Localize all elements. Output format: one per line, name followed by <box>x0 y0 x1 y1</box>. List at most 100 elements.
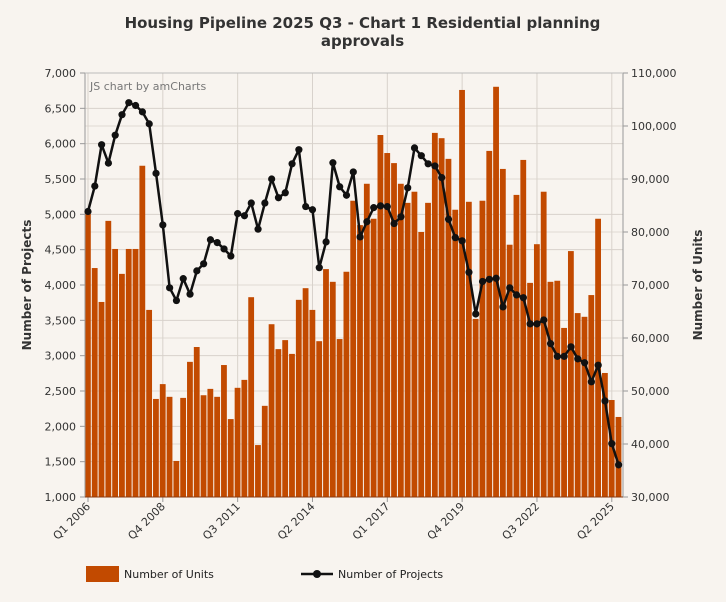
bar-units <box>608 400 615 497</box>
point-projects <box>254 225 262 233</box>
point-projects <box>179 275 187 283</box>
point-projects <box>458 237 466 245</box>
point-projects <box>349 168 357 176</box>
legend-swatch-units <box>86 566 119 582</box>
bar-units <box>132 248 139 497</box>
bar-units <box>302 288 309 497</box>
point-projects <box>614 461 623 469</box>
y-tick-label-right: 110,000 <box>631 67 677 80</box>
point-projects <box>274 194 283 202</box>
point-projects <box>580 359 589 367</box>
bar-units <box>255 445 261 497</box>
point-projects <box>84 207 92 216</box>
point-projects <box>404 184 412 192</box>
bar-units <box>125 248 132 497</box>
bar-units <box>309 309 316 497</box>
y-tick-label-left: 6,500 <box>45 102 77 115</box>
point-projects <box>166 284 174 292</box>
point-projects <box>431 162 439 170</box>
x-tick-label: Q2 2014 <box>275 500 318 543</box>
bar-units <box>452 209 459 498</box>
point-projects <box>308 206 317 214</box>
bar-units <box>343 271 350 497</box>
point-projects <box>390 219 398 228</box>
y-tick-label-left: 3,500 <box>45 314 77 327</box>
legend-item-projects[interactable]: Number of Projects <box>300 566 443 582</box>
bar-units <box>329 281 336 497</box>
point-projects <box>234 210 242 218</box>
y-tick-label-left: 5,500 <box>45 173 77 186</box>
point-projects <box>295 146 303 154</box>
bar-units <box>275 349 282 497</box>
bar-units <box>187 361 193 497</box>
y-tick-label-left: 1,500 <box>45 456 77 469</box>
y-tick-label-left: 4,000 <box>45 279 77 292</box>
bar-units <box>112 248 119 497</box>
y-tick-label-left: 5,000 <box>45 208 77 221</box>
point-projects <box>213 239 221 247</box>
y-tick-label-right: 50,000 <box>631 385 670 398</box>
bar-units <box>533 244 540 497</box>
bar-units <box>540 191 547 497</box>
point-projects <box>268 175 276 183</box>
point-projects <box>370 204 378 212</box>
bar-units <box>465 201 472 498</box>
point-projects <box>329 159 337 167</box>
x-tick-label: Q3 2011 <box>200 500 243 543</box>
point-projects <box>451 234 459 242</box>
bar-units <box>105 220 112 497</box>
point-projects <box>492 274 500 282</box>
point-projects <box>574 355 582 363</box>
point-projects <box>526 320 534 328</box>
bar-units <box>363 183 370 497</box>
legend-label-projects: Number of Projects <box>338 567 444 581</box>
y-tick-label-left: 3,000 <box>45 350 77 363</box>
point-projects <box>281 189 289 197</box>
y-tick-label-left: 6,000 <box>45 138 77 151</box>
point-projects <box>465 268 473 276</box>
point-projects <box>152 169 160 177</box>
bar-units <box>180 397 187 497</box>
y-axis-label-right: Number of Units <box>691 230 705 341</box>
point-projects <box>172 296 181 305</box>
bar-units <box>493 86 499 497</box>
point-projects <box>118 111 126 119</box>
point-projects <box>424 160 432 168</box>
bar-units <box>85 213 91 498</box>
bar-units <box>615 416 622 497</box>
bar-units <box>567 251 574 497</box>
x-tick-label: Q4 2008 <box>125 500 168 543</box>
point-projects <box>356 233 364 241</box>
bar-units <box>336 339 343 497</box>
point-projects <box>125 99 133 107</box>
bar-units <box>227 419 234 497</box>
point-projects <box>512 291 521 299</box>
bar-units <box>357 225 363 498</box>
y-axis-label-left: Number of Projects <box>20 220 34 351</box>
bar-units <box>459 89 465 498</box>
bar-units <box>268 324 275 497</box>
bar-units <box>282 340 289 497</box>
x-tick-label: Q2 2025 <box>574 500 617 543</box>
x-tick-label: Q4 2019 <box>425 500 468 543</box>
legend-item-units[interactable]: Number of Units <box>86 566 214 582</box>
point-projects <box>363 218 371 226</box>
bar-units <box>316 341 323 497</box>
point-projects <box>159 221 167 229</box>
y-tick-label-right: 60,000 <box>631 332 670 345</box>
bar-units <box>506 244 513 497</box>
chart-title: Housing Pipeline 2025 Q3 - Chart 1 Resid… <box>124 14 601 50</box>
bar-units <box>404 202 411 497</box>
y-tick-label-right: 40,000 <box>631 438 670 451</box>
point-projects <box>410 144 419 152</box>
bar-units <box>261 405 268 497</box>
point-projects <box>485 275 493 283</box>
bar-units <box>146 309 153 497</box>
point-projects <box>247 199 255 207</box>
y-tick-label-right: 100,000 <box>631 120 677 133</box>
bar-units <box>200 395 207 497</box>
point-projects <box>601 397 609 405</box>
point-projects <box>132 101 140 110</box>
